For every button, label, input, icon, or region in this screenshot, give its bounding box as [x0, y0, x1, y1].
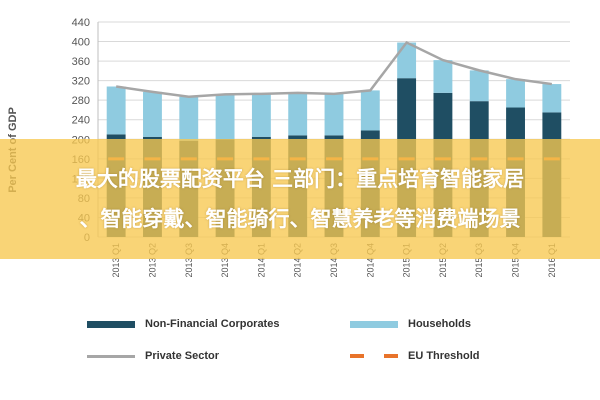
legend-swatch-non-financial: [87, 320, 135, 328]
x-tick-label: 2013 Q1: [111, 243, 121, 278]
banner-line-2: 、智能穿戴、智能骑行、智慧养老等消费端场景: [79, 207, 521, 231]
legend-label-private-sector: Private Sector: [145, 350, 219, 362]
legend-line-private-sector: [87, 354, 135, 358]
promo-banner: 最大的股票配资平台 三部门：重点培育智能家居 、智能穿戴、智能骑行、智慧养老等消…: [0, 139, 600, 259]
x-tick-label: 2014 Q2: [293, 243, 303, 278]
bar-households: [506, 79, 525, 108]
bar-households: [143, 91, 162, 137]
legend-item-private-sector: Private Sector: [87, 350, 219, 362]
legend-label-eu-threshold: EU Threshold: [408, 350, 480, 362]
x-tick-label: 2014 Q1: [256, 243, 266, 278]
bar-households: [251, 93, 271, 137]
legend-label-households: Households: [408, 318, 471, 330]
bar-households: [397, 42, 417, 79]
y-tick-label: 240: [72, 115, 90, 127]
y-tick-label: 440: [72, 17, 90, 29]
y-tick-label: 320: [72, 76, 90, 88]
y-tick-label: 400: [72, 37, 90, 49]
legend-item-non-financial: Non-Financial Corporates: [87, 318, 279, 330]
x-tick-label: 2013 Q2: [147, 243, 157, 278]
x-axis-ticks: 2013 Q1 2013 Q2 2013 Q3 2013 Q4 2014 Q1 2014 …: [111, 243, 557, 278]
legend-item-households: Households: [350, 318, 471, 330]
bar-households: [360, 90, 380, 131]
x-tick-label: 2015 Q1: [402, 243, 412, 278]
legend-swatch-households: [350, 320, 398, 328]
line-private-sector: [115, 40, 553, 99]
legend-dash-eu-threshold: [350, 354, 398, 358]
x-tick-label: 2014 Q3: [329, 243, 339, 278]
bar-households: [469, 70, 489, 102]
x-tick-label: 2016 Q1: [547, 243, 557, 278]
x-tick-label: 2015 Q3: [474, 243, 484, 278]
x-tick-label: 2015 Q4: [511, 243, 521, 278]
x-tick-label: 2014 Q4: [365, 243, 375, 278]
banner-line-1: 最大的股票配资平台 三部门：重点培育智能家居: [75, 167, 525, 191]
bar-households: [179, 96, 199, 141]
legend: Non-Financial Corporates Households Priv…: [0, 300, 600, 370]
bar-households: [215, 94, 235, 140]
legend-item-eu-threshold: EU Threshold: [350, 350, 480, 362]
x-tick-label: 2013 Q3: [184, 243, 194, 278]
y-tick-label: 360: [72, 56, 90, 68]
legend-label-non-financial: Non-Financial Corporates: [145, 318, 280, 330]
bar-households: [324, 93, 344, 136]
y-tick-label: 280: [72, 95, 90, 107]
bar-households: [106, 86, 126, 135]
bar-households: [433, 60, 453, 93]
bar-households: [542, 84, 562, 113]
bar-households: [288, 92, 308, 136]
x-tick-label: 2013 Q4: [220, 243, 230, 278]
x-tick-label: 2015 Q2: [438, 243, 448, 278]
